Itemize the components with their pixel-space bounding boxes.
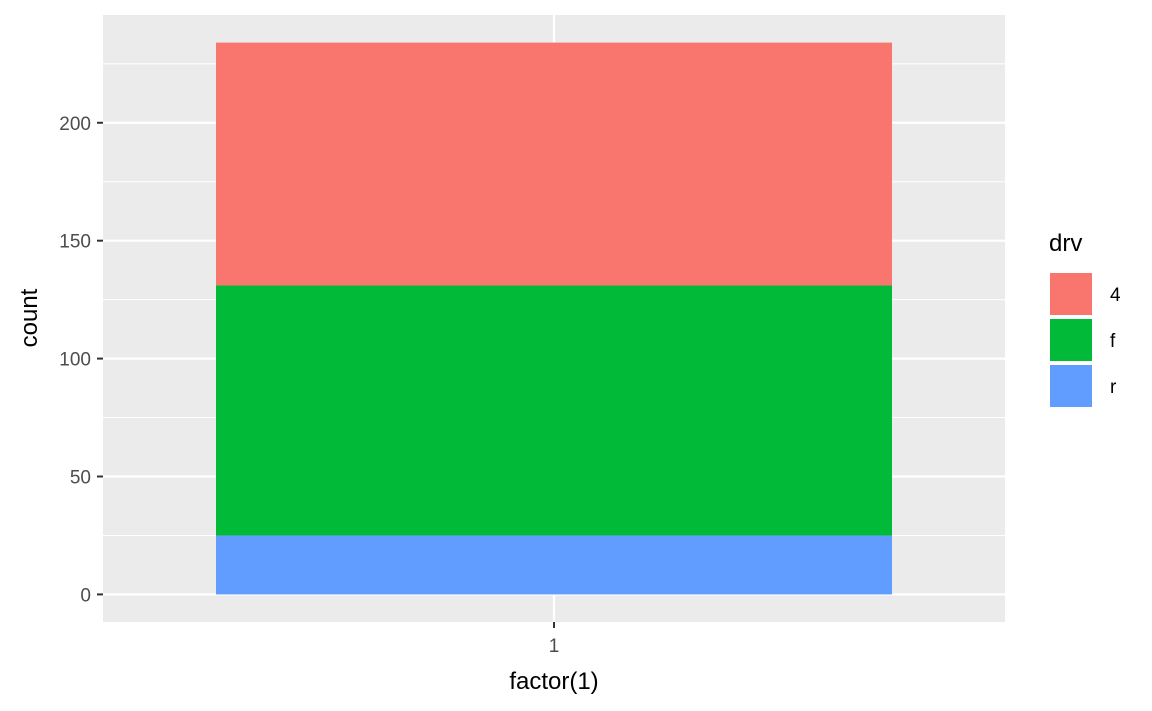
legend-label-4: 4 — [1110, 285, 1121, 306]
y-tick-label: 0 — [80, 585, 91, 606]
bar-segment-4 — [216, 42, 892, 286]
legend-key-f — [1050, 319, 1092, 361]
bar-segments — [216, 42, 892, 595]
legend-key-4 — [1050, 273, 1092, 315]
x-axis: 1 — [549, 622, 560, 657]
y-tick-label: 150 — [59, 232, 91, 253]
y-tick-label: 100 — [59, 350, 91, 371]
y-tick-label: 200 — [59, 114, 91, 135]
legend-label-r: r — [1110, 377, 1117, 398]
legend-label-f: f — [1110, 331, 1116, 352]
bar-segment-r — [216, 535, 892, 595]
y-tick-label: 50 — [70, 467, 91, 488]
y-axis: 0 50 100 150 200 — [59, 114, 103, 606]
legend: 4 f r — [1050, 273, 1121, 407]
legend-title: drv — [1049, 230, 1082, 257]
x-axis-title: factor(1) — [509, 668, 598, 695]
y-axis-title: count — [16, 288, 43, 347]
bar-segment-f — [216, 285, 892, 536]
x-tick-label: 1 — [549, 636, 560, 657]
legend-key-r — [1050, 365, 1092, 407]
